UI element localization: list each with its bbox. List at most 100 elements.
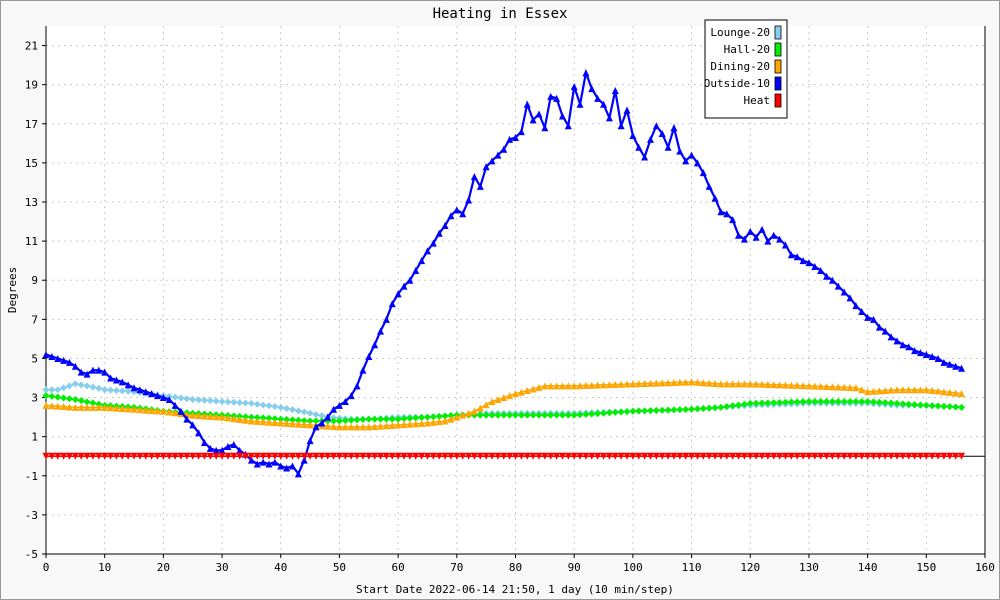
y-axis-label: Degrees bbox=[6, 267, 19, 313]
lounge-20-point bbox=[107, 386, 115, 394]
outside-10-point bbox=[89, 366, 97, 374]
dining-20-point bbox=[247, 417, 255, 425]
outside-10-point bbox=[541, 124, 549, 132]
heat-point bbox=[864, 452, 872, 460]
dining-20-point bbox=[306, 421, 314, 429]
dining-20-point bbox=[253, 417, 261, 425]
lounge-20-point bbox=[95, 384, 103, 392]
heat-point bbox=[277, 452, 285, 460]
lounge-20-point bbox=[247, 399, 255, 407]
outside-10-point bbox=[306, 437, 314, 445]
outside-10-point bbox=[605, 114, 613, 122]
dining-20-point bbox=[764, 380, 772, 388]
hall-20-point bbox=[875, 398, 883, 406]
dining-20-point bbox=[148, 406, 156, 414]
hall-20-point bbox=[306, 417, 314, 425]
outside-10-point bbox=[42, 351, 50, 359]
hall-20-point bbox=[869, 398, 877, 406]
heat-point bbox=[265, 452, 273, 460]
outside-10-point bbox=[641, 153, 649, 161]
hall-20-point bbox=[952, 403, 960, 411]
outside-10-point bbox=[200, 439, 208, 447]
outside-10-point bbox=[195, 429, 203, 437]
dining-20-point bbox=[517, 388, 525, 396]
heat-point bbox=[911, 452, 919, 460]
dining-20-point bbox=[359, 423, 367, 431]
heat-point bbox=[294, 452, 302, 460]
outside-10-point bbox=[934, 354, 942, 362]
hall-20-point bbox=[482, 411, 490, 419]
hall-20-point bbox=[447, 412, 455, 420]
dining-20-point bbox=[858, 386, 866, 394]
outside-10-point bbox=[582, 69, 590, 77]
heat-point bbox=[787, 452, 795, 460]
heat-point bbox=[288, 452, 296, 460]
outside-10-point bbox=[71, 362, 79, 370]
hall-20-point bbox=[928, 402, 936, 410]
lounge-20-point bbox=[83, 382, 91, 390]
dining-20-point bbox=[200, 412, 208, 420]
outside-10-point bbox=[253, 460, 261, 468]
heat-point bbox=[523, 452, 531, 460]
lounge-20-point bbox=[71, 380, 79, 388]
heat-point bbox=[359, 452, 367, 460]
heat-point bbox=[605, 452, 613, 460]
hall-20-point bbox=[693, 405, 701, 413]
dining-20-point bbox=[259, 418, 267, 426]
y-tick-label: -1 bbox=[25, 470, 38, 483]
hall-20-point bbox=[335, 417, 343, 425]
hall-20-point bbox=[283, 415, 291, 423]
dining-20-point bbox=[71, 403, 79, 411]
outside-10-point bbox=[124, 381, 132, 389]
outside-10-point bbox=[189, 421, 197, 429]
dining-20-point bbox=[752, 380, 760, 388]
hall-20-point bbox=[253, 414, 261, 422]
heat-point bbox=[441, 452, 449, 460]
hall-20-point bbox=[500, 411, 508, 419]
heat-point bbox=[154, 452, 162, 460]
outside-10-point bbox=[118, 378, 126, 386]
hall-20-point bbox=[746, 399, 754, 407]
heat-point bbox=[347, 452, 355, 460]
hall-20-point bbox=[729, 402, 737, 410]
heat-point bbox=[570, 452, 578, 460]
heat-point bbox=[817, 452, 825, 460]
heat-point bbox=[600, 452, 608, 460]
outside-10-point bbox=[623, 106, 631, 114]
heat-point bbox=[670, 452, 678, 460]
heat-point bbox=[324, 452, 332, 460]
outside-10-point bbox=[705, 182, 713, 190]
outside-10-point bbox=[101, 368, 109, 376]
heat-point bbox=[893, 452, 901, 460]
y-tick-label: -3 bbox=[25, 509, 38, 522]
outside-10-point bbox=[817, 266, 825, 274]
dining-20-point bbox=[594, 381, 602, 389]
outside-10-point bbox=[347, 392, 355, 400]
dining-20-point bbox=[142, 406, 150, 414]
heat-point bbox=[594, 452, 602, 460]
heat-point bbox=[142, 452, 150, 460]
x-tick-label: 60 bbox=[392, 561, 405, 574]
heat-point bbox=[230, 452, 238, 460]
dining-20-point bbox=[770, 381, 778, 389]
heat-point bbox=[224, 452, 232, 460]
outside-10-point bbox=[869, 315, 877, 323]
series-heat bbox=[42, 452, 966, 460]
dining-20-point bbox=[523, 387, 531, 395]
lounge-20-point bbox=[89, 383, 97, 391]
heat-point bbox=[306, 452, 314, 460]
dining-20-point bbox=[740, 380, 748, 388]
series-outside-10 bbox=[42, 68, 966, 478]
heat-point bbox=[729, 452, 737, 460]
heat-point bbox=[130, 452, 138, 460]
heat-point bbox=[377, 452, 385, 460]
chart-title: Heating in Essex bbox=[433, 6, 568, 22]
dining-20-point bbox=[406, 420, 414, 428]
outside-10-point bbox=[318, 419, 326, 427]
legend-swatch-outside-10 bbox=[774, 76, 782, 91]
lounge-20-point bbox=[318, 412, 326, 420]
dining-20-point bbox=[54, 402, 62, 410]
heat-point bbox=[682, 452, 690, 460]
outside-10-point bbox=[600, 100, 608, 108]
outside-10-point bbox=[887, 333, 895, 341]
